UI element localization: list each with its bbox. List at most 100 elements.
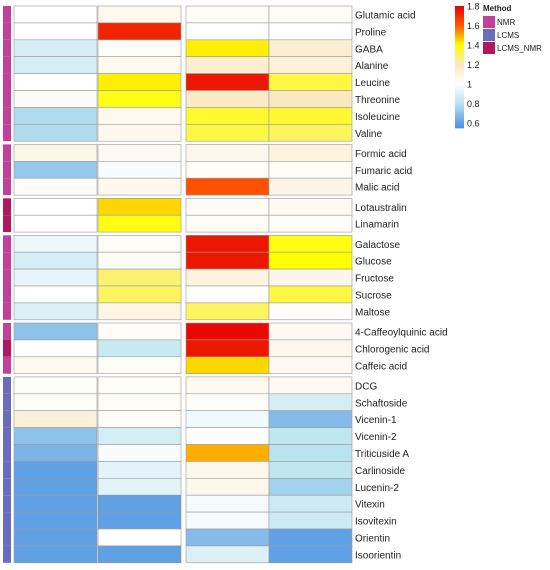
row-label: Proline	[355, 27, 387, 38]
heatmap-cell	[268, 494, 353, 513]
row-label: Isoorientin	[355, 550, 401, 561]
heatmap-cell	[185, 198, 270, 216]
heatmap-cell	[97, 198, 182, 216]
heatmap-cell	[185, 124, 270, 142]
color-scale-band	[455, 48, 464, 52]
color-scale-band	[455, 6, 464, 9]
heatmap-cell	[13, 427, 98, 445]
heatmap-cell	[268, 214, 353, 233]
heatmap-cell	[268, 427, 353, 445]
method-bar-segment	[3, 107, 11, 125]
color-scale-band	[455, 38, 464, 41]
heatmap-cell	[268, 393, 353, 411]
color-scale-band	[455, 107, 464, 111]
color-scale-band	[455, 8, 464, 11]
row-label: Triticuside A	[355, 449, 409, 460]
heatmap-cell	[268, 322, 353, 341]
heatmap-cell	[185, 73, 270, 91]
color-scale-band	[455, 44, 464, 48]
color-scale-band	[455, 121, 464, 125]
heatmap-cell	[185, 376, 270, 395]
heatmap-cell	[97, 90, 182, 108]
color-scale-band	[455, 36, 464, 39]
row-label: Maltose	[355, 307, 390, 318]
color-scale-band	[455, 54, 464, 58]
heatmap-cell	[268, 511, 353, 530]
heatmap-cell	[268, 376, 353, 395]
heatmap-cell	[13, 376, 98, 395]
heatmap-cell	[97, 22, 182, 41]
heatmap-cells	[13, 5, 353, 564]
heatmap-cell	[97, 410, 182, 428]
method-bar-segment	[3, 90, 11, 108]
method-bar-segment	[3, 73, 11, 91]
color-scale-tick: 1.4	[467, 41, 480, 51]
heatmap-cell	[185, 322, 270, 341]
color-scale-band	[455, 30, 464, 33]
heatmap-cell	[13, 251, 98, 270]
method-bar-segment	[3, 252, 11, 270]
row-label: Isoleucine	[355, 112, 400, 123]
method-bar-segment	[3, 356, 11, 374]
method-bar-segment	[3, 495, 11, 513]
color-scale-band	[455, 109, 464, 113]
heatmap-cell	[185, 285, 270, 304]
method-bar-segment	[3, 302, 11, 320]
row-label: Alanine	[355, 61, 389, 72]
method-legend: Method NMR LCMS LCMS_NMR	[483, 4, 542, 54]
heatmap-cell	[268, 73, 353, 91]
color-scale-band	[455, 26, 464, 29]
heatmap-cell	[97, 322, 182, 341]
method-legend-label: LCMS_NMR	[497, 44, 542, 53]
heatmap-cell	[97, 251, 182, 270]
color-scale-band	[455, 24, 464, 27]
method-bar-segment	[3, 478, 11, 496]
color-scale-band	[455, 117, 464, 121]
row-label: Vicenin-1	[355, 415, 397, 426]
heatmap-cell	[268, 39, 353, 57]
color-scale-band	[455, 71, 464, 74]
color-scale-band	[455, 67, 464, 70]
color-scale-tick: 1.6	[467, 21, 480, 31]
method-bar-segment	[3, 161, 11, 179]
method-bar-segment	[3, 393, 11, 411]
heatmap-cell	[268, 144, 353, 162]
heatmap-cell	[185, 161, 270, 179]
color-scale-band	[455, 16, 464, 19]
method-legend-swatch	[483, 42, 495, 54]
heatmap-cell	[97, 5, 182, 24]
row-labels: Glutamic acid Proline GABA Alanine Leucine Th…	[355, 10, 448, 561]
heatmap-cell	[268, 90, 353, 108]
heatmap-cell	[97, 494, 182, 513]
heatmap-cell	[185, 268, 270, 287]
color-scale-band	[455, 81, 464, 84]
heatmap-cell	[97, 356, 182, 374]
method-bar-segment	[3, 56, 11, 74]
color-scale-legend: 1.8 1.6 1.4 1.2 1 0.8 0.6	[455, 2, 480, 129]
color-scale-band	[455, 10, 464, 13]
heatmap-cell	[97, 477, 182, 496]
row-label: Schaftoside	[355, 398, 408, 409]
heatmap-cell	[268, 235, 353, 253]
method-legend-label: NMR	[497, 18, 515, 27]
color-scale-band	[455, 20, 464, 23]
method-bar-segment	[3, 339, 11, 357]
method-bar-segment	[3, 22, 11, 40]
heatmap-cell	[13, 444, 98, 462]
heatmap-cell	[13, 22, 98, 41]
method-bar-segment	[3, 198, 11, 216]
heatmap-cell	[185, 39, 270, 57]
method-legend-swatch	[483, 29, 495, 41]
heatmap-cell	[268, 461, 353, 479]
heatmap-cell	[13, 73, 98, 91]
method-bar-segment	[3, 461, 11, 479]
row-label: Glutamic acid	[355, 10, 416, 21]
method-bar-segment	[3, 323, 11, 340]
method-bar-segment	[3, 512, 11, 529]
color-scale-band	[455, 32, 464, 35]
heatmap-cell	[13, 322, 98, 341]
row-label: Malic acid	[355, 183, 399, 194]
heatmap-cell	[185, 214, 270, 233]
heatmap-cell	[185, 144, 270, 162]
color-scale-band	[455, 73, 464, 76]
